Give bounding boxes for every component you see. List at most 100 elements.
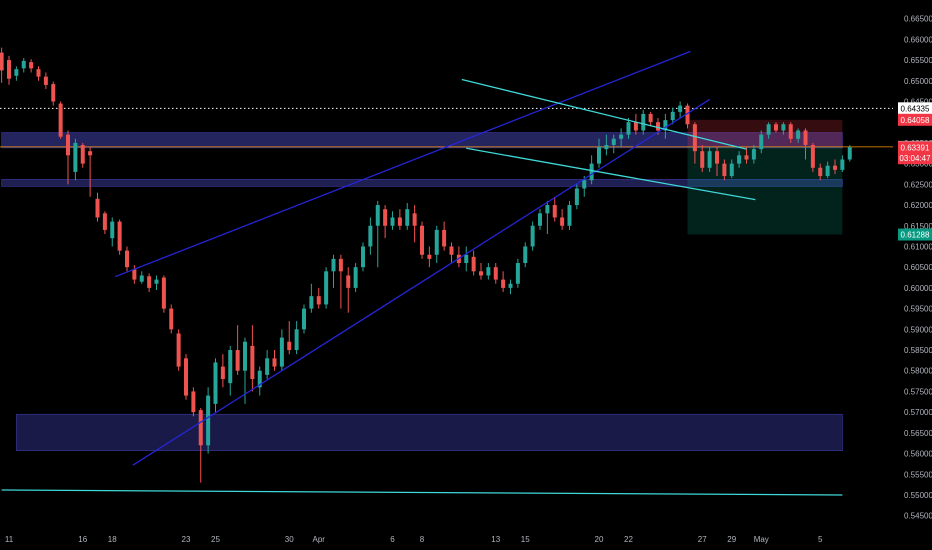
date-tick-label: 13 <box>491 535 500 544</box>
candle-body <box>397 217 402 226</box>
candle <box>471 250 476 276</box>
price-tick-label: 0.57500 <box>904 387 932 396</box>
last-price-tag <box>898 141 932 154</box>
candle-body <box>722 163 727 177</box>
candle-body <box>0 52 4 71</box>
candle-body <box>700 151 705 168</box>
price-tick-label: 0.66500 <box>904 15 932 24</box>
trendlines-layer <box>1 50 843 496</box>
candle <box>51 81 56 106</box>
candle-body <box>324 271 329 305</box>
candle-body <box>663 120 668 131</box>
candle <box>14 66 19 81</box>
date-tick-label: 30 <box>285 535 294 544</box>
candle-body <box>486 267 491 276</box>
candle <box>139 271 144 284</box>
candle <box>633 113 638 135</box>
price-tick-label: 0.56000 <box>904 450 932 459</box>
lower-channel-line <box>132 98 710 466</box>
candle <box>626 118 631 139</box>
candle-body <box>36 69 41 77</box>
price-tick-label: 0.61500 <box>904 222 932 231</box>
candle-body <box>353 267 358 288</box>
candle-body <box>751 149 756 160</box>
candle-body <box>825 165 830 177</box>
price-tick-label: 0.65500 <box>904 56 932 65</box>
candle-body <box>442 229 447 247</box>
candle-body <box>331 258 336 272</box>
price-tick-label: 0.61000 <box>904 242 932 251</box>
candle <box>257 366 262 396</box>
candle <box>847 144 852 162</box>
candle <box>715 147 719 177</box>
candle <box>493 263 498 284</box>
candle-body <box>147 276 152 288</box>
candle-body <box>420 225 424 255</box>
candle <box>788 122 793 143</box>
stop-loss-label: 0.64058 <box>901 116 930 125</box>
candle <box>685 103 690 129</box>
candle <box>737 151 742 168</box>
candle-body <box>626 122 631 135</box>
candle <box>191 387 196 417</box>
candle-body <box>294 329 299 351</box>
candle-body <box>228 350 233 384</box>
price-tick-label: 0.62500 <box>904 180 932 189</box>
candle-body <box>633 122 638 131</box>
price-tick-label: 0.59500 <box>904 305 932 314</box>
candle-body <box>265 358 270 375</box>
date-tick-label: 6 <box>390 535 395 544</box>
candle-body <box>589 163 594 181</box>
candle <box>574 184 579 210</box>
price-labels: 0.643350.640580.634040.6339103:04:470.61… <box>898 102 932 241</box>
candle-body <box>21 60 26 69</box>
candle <box>250 325 255 392</box>
candle <box>125 246 129 272</box>
candle-body <box>766 124 771 135</box>
candle <box>88 147 93 197</box>
candle-body <box>515 263 520 284</box>
countdown-tag <box>898 152 932 165</box>
candle <box>589 155 594 185</box>
candle <box>641 109 646 135</box>
candle <box>228 345 233 396</box>
candle-body <box>715 151 719 164</box>
candle <box>80 142 85 168</box>
date-tick-label: 27 <box>698 535 707 544</box>
candle-body <box>338 258 343 272</box>
candle-body <box>692 124 697 152</box>
candle <box>36 66 41 81</box>
candle <box>619 128 624 148</box>
candle-body <box>670 111 675 121</box>
candle <box>220 354 225 388</box>
candle-body <box>611 138 616 145</box>
candle <box>316 287 321 309</box>
candle <box>95 192 100 222</box>
candle-body <box>250 345 255 380</box>
candle <box>235 325 240 375</box>
candle-body <box>73 142 78 172</box>
candle <box>766 122 771 139</box>
candle <box>648 111 653 127</box>
price-tick-label: 0.65000 <box>904 77 932 86</box>
candle <box>810 142 815 172</box>
dotted-level-tag <box>898 102 932 115</box>
candle-body <box>781 124 786 131</box>
price-tick-label: 0.57000 <box>904 408 932 417</box>
candle <box>722 159 727 181</box>
candle-body <box>390 217 395 226</box>
date-tick-label: 8 <box>420 535 425 544</box>
date-tick-label: 16 <box>78 535 87 544</box>
candle <box>501 271 506 293</box>
candle <box>176 329 181 371</box>
candle-body <box>545 205 550 214</box>
stop-loss-zone <box>687 119 843 147</box>
candle <box>265 350 270 380</box>
candle <box>464 246 469 272</box>
upper-channel-line <box>114 50 691 278</box>
candle-body <box>346 275 351 288</box>
price-tick-label: 0.62000 <box>904 201 932 210</box>
candle <box>759 130 764 154</box>
